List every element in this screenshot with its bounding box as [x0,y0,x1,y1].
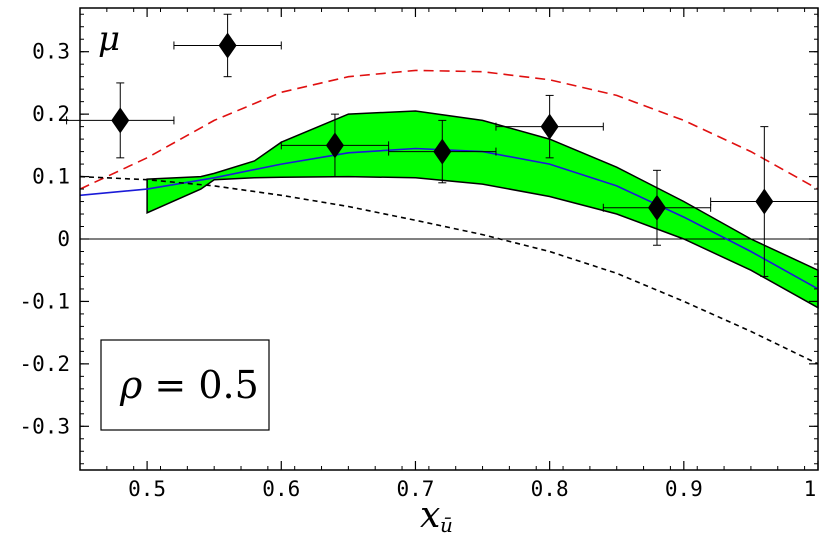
y-axis-title: μ [98,19,120,59]
y-tick-label: -0.2 [19,352,70,376]
annotation-symbol: ρ [119,363,143,407]
axis-ticks [79,8,819,470]
data-point [66,82,175,159]
data-point [388,119,497,184]
y-tick-label: -0.1 [19,289,70,313]
x-axis-title-subscript: ū [440,513,453,536]
axis-labels: 0.5 0.6 0.7 0.8 0.9 1 0.3 0.2 0.1 0 -0.1 -0.2 -0.3 [19,40,816,501]
annotation-box: ρ = 0.5 [100,339,270,431]
y-tick-label: 0.1 [32,165,70,189]
diamond-marker [325,132,344,159]
diamond-marker [218,32,237,59]
series-line-dashed [79,69,819,190]
x-tick-label: 1 [804,477,817,501]
annotation-value: = 0.5 [142,363,258,407]
diamond-marker [647,194,666,221]
data-point [173,13,282,78]
y-tick-label: 0.3 [32,40,70,64]
annotation-box-border [100,339,270,431]
diamond-marker [111,107,130,134]
y-tick-label: -0.3 [19,414,70,438]
plot-area [66,13,819,365]
diamond-marker [433,138,452,165]
series-line-short-dashed [79,175,819,365]
x-axis-title: x ū [420,495,453,536]
data-point [710,126,819,277]
data-point [495,94,604,159]
x-tick-label: 0.9 [665,477,703,501]
x-tick-label: 0.7 [396,477,434,501]
y-tick-label: 0 [57,227,70,251]
x-tick-label: 0.8 [531,477,569,501]
data-point [602,169,712,246]
diamond-marker [755,188,774,215]
x-tick-label: 0.5 [128,477,166,501]
y-tick-label: 0.2 [32,102,70,126]
annotation-text: ρ = 0.5 [119,363,259,407]
diamond-marker [540,113,559,140]
x-axis-title-main: x [420,495,440,536]
x-tick-label: 0.6 [262,477,300,501]
